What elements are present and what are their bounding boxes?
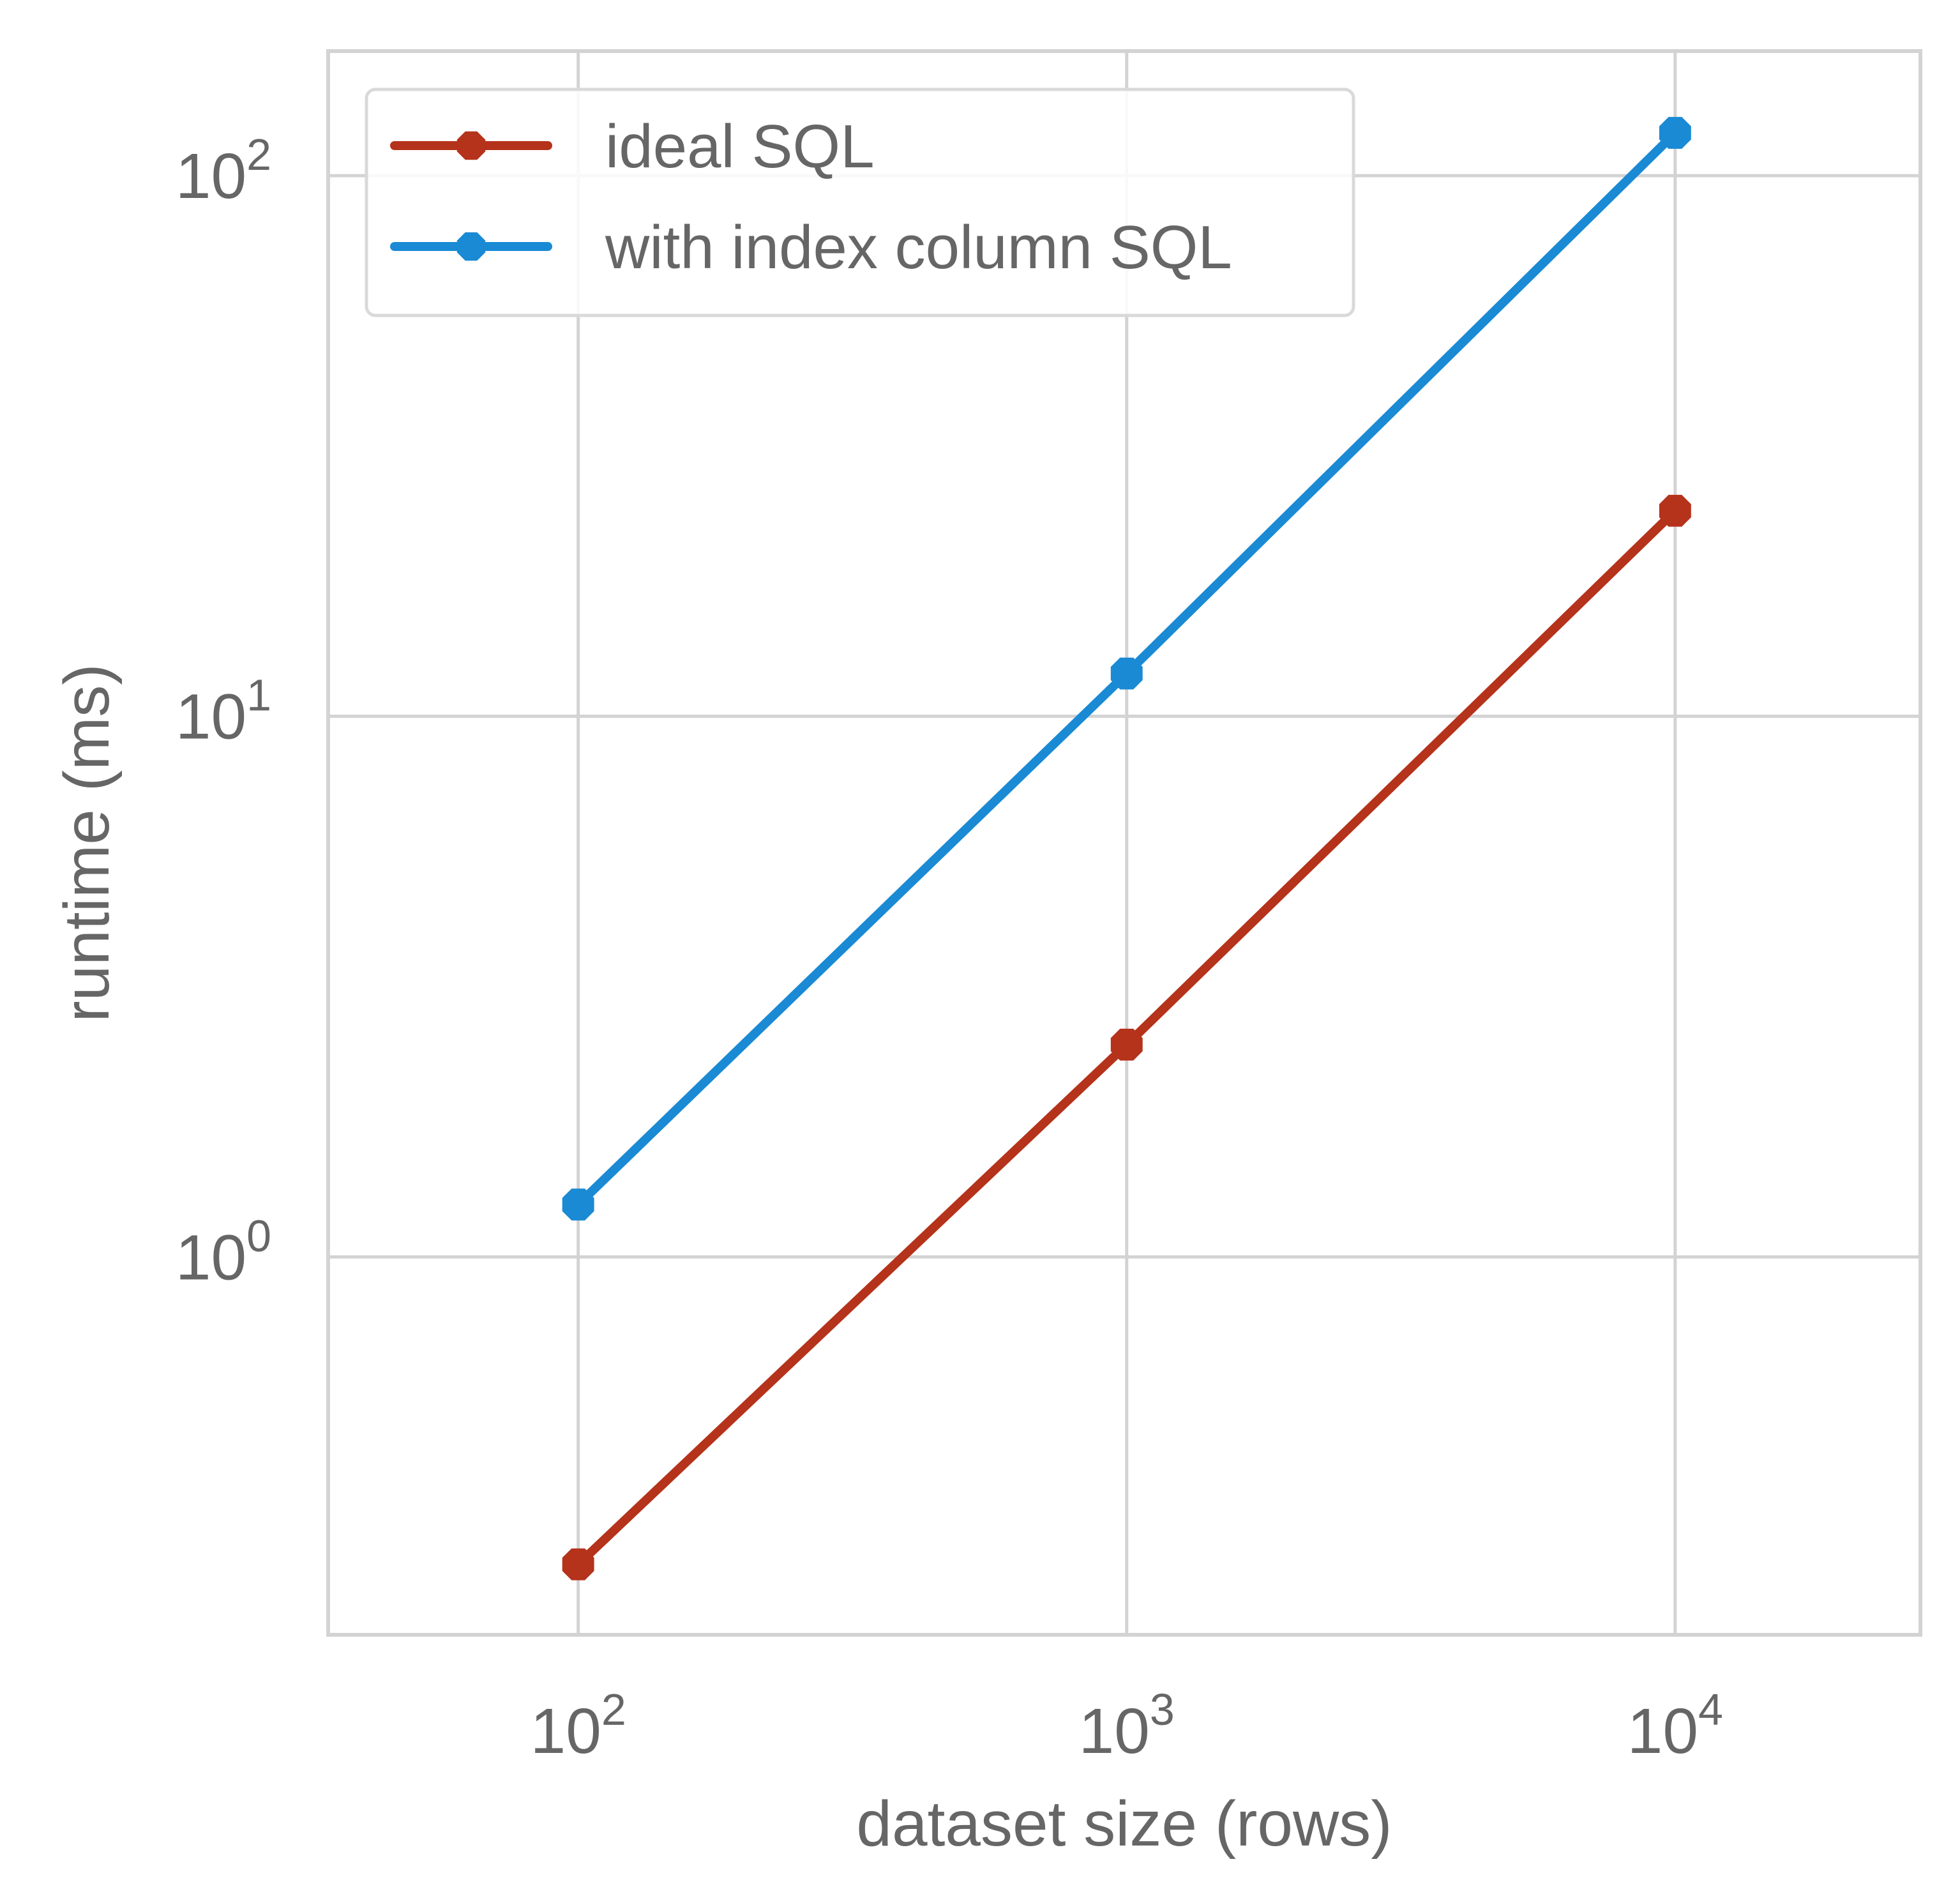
x-tick-label: 104 bbox=[1627, 1685, 1723, 1767]
legend-label: with index column SQL bbox=[605, 213, 1232, 282]
legend-box bbox=[365, 87, 1355, 317]
data-point bbox=[1659, 117, 1691, 149]
series-layer bbox=[562, 117, 1691, 1581]
x-tick-label: 103 bbox=[1079, 1685, 1175, 1767]
legend-item: ideal SQL bbox=[390, 112, 875, 181]
data-point bbox=[562, 1548, 594, 1581]
y-tick-label: 101 bbox=[176, 671, 271, 753]
y-tick-label: 100 bbox=[176, 1211, 271, 1293]
data-point bbox=[1110, 1028, 1143, 1061]
x-axis-label: dataset size (rows) bbox=[856, 1788, 1392, 1860]
plot-frame bbox=[326, 49, 1922, 1637]
data-point bbox=[562, 1188, 594, 1221]
y-axis-label: runtime (ms) bbox=[51, 663, 123, 1022]
legend-swatch-marker bbox=[456, 232, 486, 261]
legend-label: ideal SQL bbox=[605, 112, 875, 181]
data-point bbox=[1659, 494, 1691, 527]
legend-swatch-marker bbox=[456, 131, 486, 160]
legend-item: with index column SQL bbox=[390, 213, 1232, 282]
legend: ideal SQL with index column SQL bbox=[365, 87, 1355, 317]
data-point bbox=[1110, 657, 1143, 690]
tick-labels: 102 103 104 100 101 102 bbox=[176, 130, 1723, 1767]
x-tick-label: 102 bbox=[531, 1685, 626, 1767]
y-tick-label: 102 bbox=[176, 130, 271, 212]
